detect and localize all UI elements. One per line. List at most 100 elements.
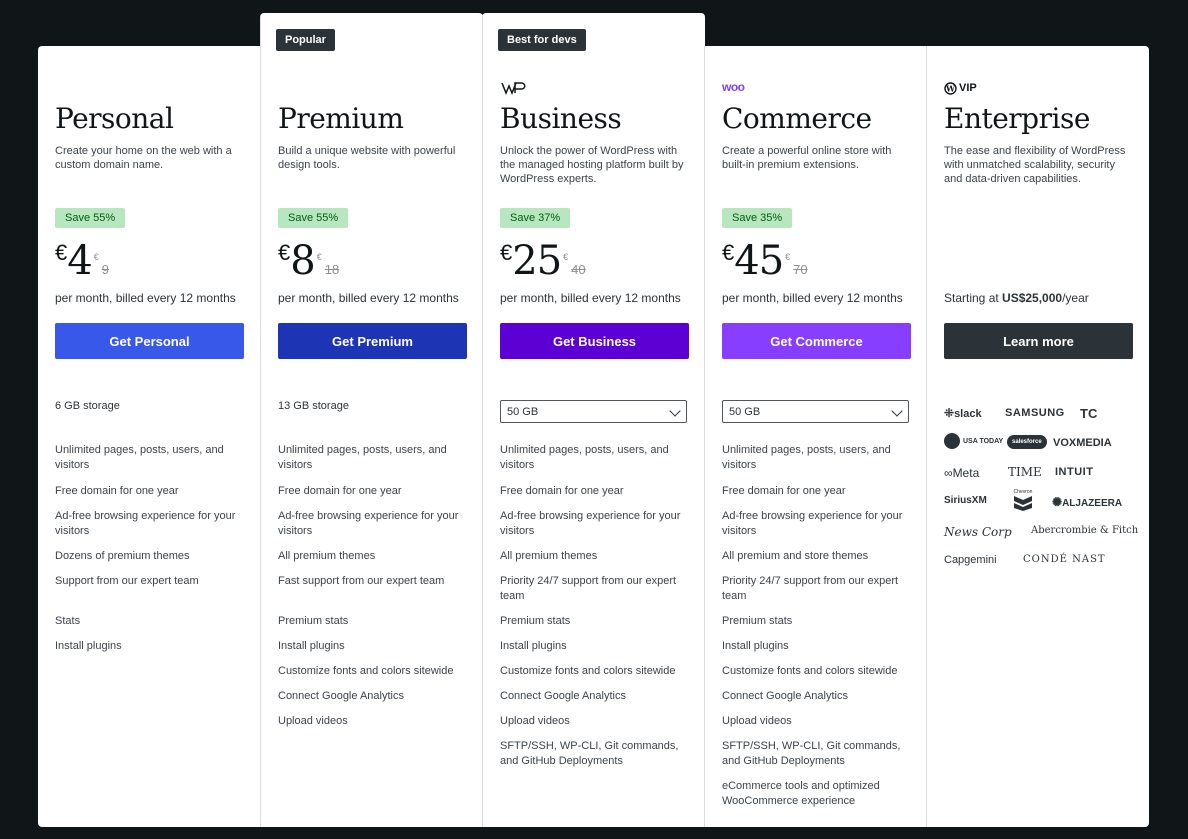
currency: €: [55, 240, 68, 265]
feature-item: Premium stats: [278, 615, 349, 627]
feature-item: All premium themes: [500, 550, 598, 562]
save-badge: Save 35%: [722, 208, 793, 228]
feature-item: Free domain for one year: [55, 485, 179, 497]
feature-item: All premium and store themes: [722, 550, 869, 562]
billing-text: per month, billed every 12 months: [500, 291, 681, 305]
feature-item: Unlimited pages, posts, users, and visit…: [278, 444, 447, 471]
get-premium-button[interactable]: Get Premium: [278, 323, 467, 359]
chevron-down-icon: [669, 405, 681, 417]
techcrunch-logo: TC: [1080, 406, 1098, 421]
logo-text: slack: [954, 408, 982, 420]
feature-item: Connect Google Analytics: [722, 690, 848, 702]
billing-text: per month, billed every 12 months: [278, 291, 459, 305]
feature-item: Support from our expert team: [55, 575, 199, 587]
plan-description: Build a unique website with powerful des…: [278, 145, 456, 171]
capgemini-logo: Capgemini: [944, 554, 997, 566]
feature-item: Install plugins: [278, 640, 345, 652]
feature-item: Ad-free browsing experience for your vis…: [500, 510, 681, 537]
feature-item: SFTP/SSH, WP-CLI, Git commands, and GitH…: [500, 740, 679, 767]
chevron-logo: Chevron: [1013, 489, 1033, 514]
voxmedia-logo: VOXMEDIA: [1053, 437, 1112, 449]
feature-item: Ad-free browsing experience for your vis…: [55, 510, 236, 537]
feature-item: Customize fonts and colors sitewide: [722, 665, 898, 677]
old-currency: €: [563, 252, 569, 262]
meta-logo: ∞Meta: [944, 466, 980, 480]
learn-more-button[interactable]: Learn more: [944, 323, 1133, 359]
feature-item: Dozens of premium themes: [55, 550, 190, 562]
get-commerce-button[interactable]: Get Commerce: [722, 323, 911, 359]
plan-personal: Personal Create your home on the web wit…: [38, 46, 260, 827]
feature-item: Free domain for one year: [722, 485, 846, 497]
usa-today-logo: USA TODAY: [944, 433, 1004, 449]
old-price: 9: [101, 262, 109, 277]
feature-item: Unlimited pages, posts, users, and visit…: [55, 444, 224, 471]
feature-item: Priority 24/7 support from our expert te…: [722, 575, 899, 602]
feature-item: Unlimited pages, posts, users, and visit…: [722, 444, 891, 471]
storage-text: 13 GB storage: [278, 400, 349, 412]
feature-item: Premium stats: [500, 615, 571, 627]
plan-name: Commerce: [722, 102, 872, 135]
save-badge: Save 55%: [55, 208, 126, 228]
feature-item: SFTP/SSH, WP-CLI, Git commands, and GitH…: [722, 740, 901, 767]
abercrombie-logo: Abercrombie & Fitch: [1031, 525, 1139, 536]
time-logo: TIME: [1008, 465, 1042, 479]
logo-text: salesforce: [1007, 435, 1047, 449]
feature-item: Install plugins: [55, 640, 122, 652]
wp-cloud-logo-icon: WP: [500, 80, 528, 96]
old-price: 70: [793, 262, 808, 277]
feature-item: Upload videos: [278, 715, 348, 727]
plan-premium: Popular Premium Build a unique website w…: [260, 13, 483, 827]
plan-description: Unlock the power of WordPress with the m…: [500, 145, 684, 185]
plan-description: Create your home on the web with a custo…: [55, 145, 232, 171]
logo-text: VIP: [959, 82, 977, 94]
feature-item: Install plugins: [500, 640, 567, 652]
logo-text: Meta: [952, 466, 980, 480]
starting-price: US$25,000: [1002, 291, 1063, 305]
storage-select[interactable]: 50 GB: [722, 400, 909, 423]
old-currency: €: [93, 252, 99, 262]
samsung-logo: SAMSUNG: [1005, 407, 1065, 419]
feature-item: Connect Google Analytics: [278, 690, 404, 702]
feature-item: Stats: [55, 615, 81, 627]
get-personal-button[interactable]: Get Personal: [55, 323, 244, 359]
storage-text: 6 GB storage: [55, 400, 120, 412]
storage-select-value: 50 GB: [729, 406, 761, 418]
starting-price-text: Starting at US$25,000/year: [944, 291, 1089, 305]
plan-name: Enterprise: [944, 102, 1090, 135]
feature-item: Ad-free browsing experience for your vis…: [722, 510, 903, 537]
woo-logo-icon: woo: [722, 80, 745, 94]
news-corp-logo: News Corp: [944, 525, 1012, 539]
plan-name: Personal: [55, 102, 174, 135]
feature-item: Customize fonts and colors sitewide: [278, 665, 454, 677]
feature-item: Premium stats: [722, 615, 793, 627]
billing-text: per month, billed every 12 months: [55, 291, 236, 305]
currency: €: [500, 240, 513, 265]
slack-logo: ⁜slack: [944, 406, 982, 420]
pricing-board: Personal Create your home on the web wit…: [38, 13, 1149, 827]
salesforce-logo: salesforce: [1007, 434, 1047, 449]
feature-item: Free domain for one year: [500, 485, 624, 497]
old-price: 18: [324, 262, 340, 277]
currency: €: [722, 240, 735, 265]
save-badge: Save 55%: [278, 208, 349, 228]
storage-select[interactable]: 50 GB: [500, 400, 687, 423]
feature-item: All premium themes: [278, 550, 376, 562]
storage-select-value: 50 GB: [507, 406, 539, 418]
conde-nast-logo: CONDÉ NAST: [1023, 554, 1106, 565]
get-business-button[interactable]: Get Business: [500, 323, 689, 359]
price-amount: 45: [734, 238, 784, 284]
best-for-devs-badge: Best for devs: [498, 29, 586, 51]
feature-item: Install plugins: [722, 640, 789, 652]
plan-name: Business: [500, 102, 622, 135]
wp-vip-logo-icon: W VIP: [944, 80, 977, 96]
feature-item: Connect Google Analytics: [500, 690, 626, 702]
price: €25 €40: [500, 238, 586, 284]
price-amount: 25: [512, 238, 562, 284]
starting-prefix: Starting at: [944, 291, 1003, 305]
plan-description: Create a powerful online store with buil…: [722, 145, 892, 171]
feature-item: Upload videos: [722, 715, 792, 727]
feature-item: Upload videos: [500, 715, 570, 727]
feature-item: Customize fonts and colors sitewide: [500, 665, 676, 677]
logo-text: USA TODAY: [963, 437, 1004, 445]
price: €4 €9: [55, 238, 109, 284]
